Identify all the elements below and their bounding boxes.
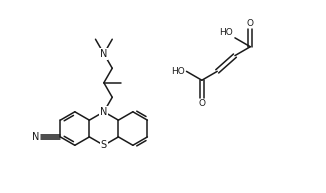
Text: N: N xyxy=(100,107,108,117)
Text: N: N xyxy=(32,132,39,142)
Text: O: O xyxy=(247,19,254,28)
Text: HO: HO xyxy=(171,67,185,76)
Text: S: S xyxy=(101,140,107,150)
Text: O: O xyxy=(198,99,205,108)
Text: N: N xyxy=(100,49,108,59)
Text: HO: HO xyxy=(219,28,233,37)
